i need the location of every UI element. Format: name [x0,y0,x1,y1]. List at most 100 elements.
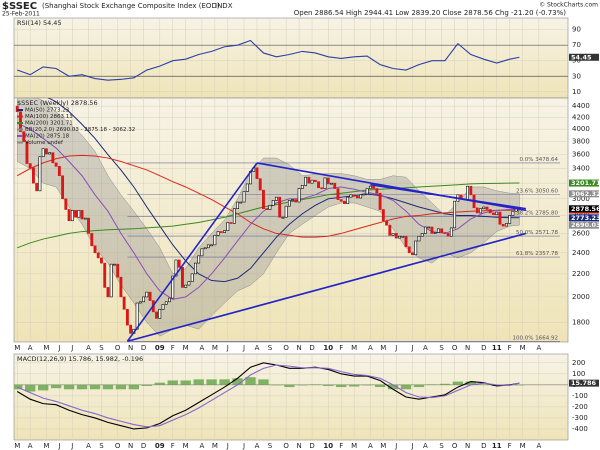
y-tick-label: 100 [572,370,585,378]
candle [116,263,120,278]
value-tag-label: 3201.71 [571,179,600,187]
x-tick-label: F [339,344,343,352]
candle [284,205,288,218]
candle [404,235,408,248]
candle [313,179,317,182]
candle [164,301,168,305]
candle [310,179,314,184]
x-tick-label: S [99,442,104,450]
candle [265,208,269,210]
histogram-bar [206,379,217,385]
candle [96,252,100,259]
candle [203,247,207,250]
x-tick-label: A [86,442,91,450]
plot-area: 0.0% 3478.64 23.6% 3050.60 38.2% 2785.80 50… [14,98,568,342]
y-tick-label: 1800 [572,318,590,326]
x-tick-label: M [212,344,218,352]
x-tick-label: A [28,344,33,352]
legend-swatch [17,122,23,124]
candle [83,217,87,220]
histogram-bar [426,384,438,385]
candle [372,185,376,189]
candle [64,198,68,210]
candle [336,188,340,200]
candle [38,156,42,192]
candle [411,252,414,256]
candle [378,192,382,210]
candle [407,246,411,254]
candle [258,178,262,191]
y-tick-label: 4000 [572,125,590,133]
x-tick-label: N [128,344,133,352]
histogram-bar [25,384,36,392]
histogram-bar [141,384,153,386]
y-tick-label: 2000 [572,293,590,301]
candle [469,185,473,196]
x-tick-label: A [536,442,541,450]
x-tick-label: F [339,442,343,450]
series-line [17,364,520,428]
panel-title: $SSEC (Weekly) 2878.56 [17,99,98,107]
candle [223,230,227,233]
x-tick-label: A [423,344,428,352]
x-tick-label: A [423,442,428,450]
candle [274,196,278,201]
candle [352,194,356,197]
exchange: INDX [215,2,233,10]
candle [48,152,52,155]
legend-swatch [17,141,23,144]
histogram-bar [63,384,75,390]
histogram-bar [439,383,451,385]
candle [359,194,363,199]
price-panel [13,97,569,343]
candle [355,196,359,199]
candle [32,167,35,184]
candle [44,148,48,155]
quote: Open 2886.54 High 2944.41 Low 2839.20 Cl… [294,9,567,17]
candle [100,257,103,264]
x-tick-label: J [70,344,73,352]
x-tick-label: O [115,442,121,450]
histogram-bar [387,384,399,390]
x-tick-label: M [43,442,49,450]
x-tick-label: M [380,344,386,352]
copyright: © StockCharts.com [539,2,598,9]
trendline [370,183,527,210]
legend-label: MA(100) 2863.13 [25,114,73,120]
y-tick-label: -200 [572,403,588,411]
x-tick-label: N [296,442,301,450]
candle [15,105,19,112]
y-tick-label: 70 [572,41,581,49]
candle [106,287,110,298]
candle [109,263,113,298]
value-tag [569,53,599,61]
legend-swatch [17,128,23,131]
candle [142,296,146,303]
x-tick-label: J [242,442,245,450]
candle [268,205,272,210]
y-tick-label: -400 [572,425,588,433]
x-tick-label: O [115,344,121,352]
y-tick-label: -100 [572,392,588,400]
x-tick-label: J [57,442,60,450]
candle [174,259,178,277]
histogram-bar [336,384,347,388]
panel-title: RSI(14) 54.45 [17,19,62,27]
candle [349,194,353,198]
histogram-bar [50,384,62,389]
candle [482,206,486,209]
candle [508,215,512,224]
candle [453,200,457,229]
value-tag-label: 2773.23 [571,214,600,222]
legend-label: BB(20,2.0) 2690.03 - 2875.18 - 3062.32 [25,127,135,133]
x-tick-label: S [439,442,444,450]
x-tick-label: S [439,344,444,352]
candle [187,281,191,286]
candle [449,227,453,237]
x-tick-label: J [226,442,229,450]
histogram-bar [400,384,412,390]
value-tag [569,179,599,187]
value-tag [569,221,599,229]
value-tag-label: 15.786 [571,379,597,387]
x-tick-label: D [309,442,314,450]
